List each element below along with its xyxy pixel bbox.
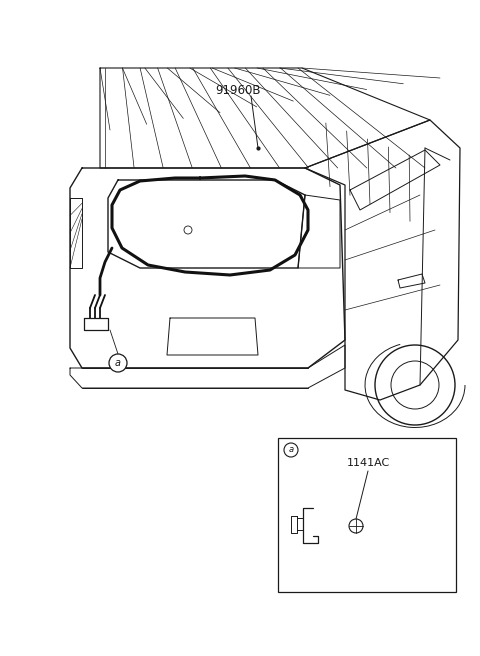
Circle shape [284, 443, 298, 457]
Text: a: a [288, 445, 294, 455]
Text: 1141AC: 1141AC [347, 458, 390, 468]
Text: a: a [115, 358, 121, 368]
Bar [278, 438, 456, 592]
Circle shape [109, 354, 127, 372]
Text: 91960B: 91960B [215, 83, 261, 96]
